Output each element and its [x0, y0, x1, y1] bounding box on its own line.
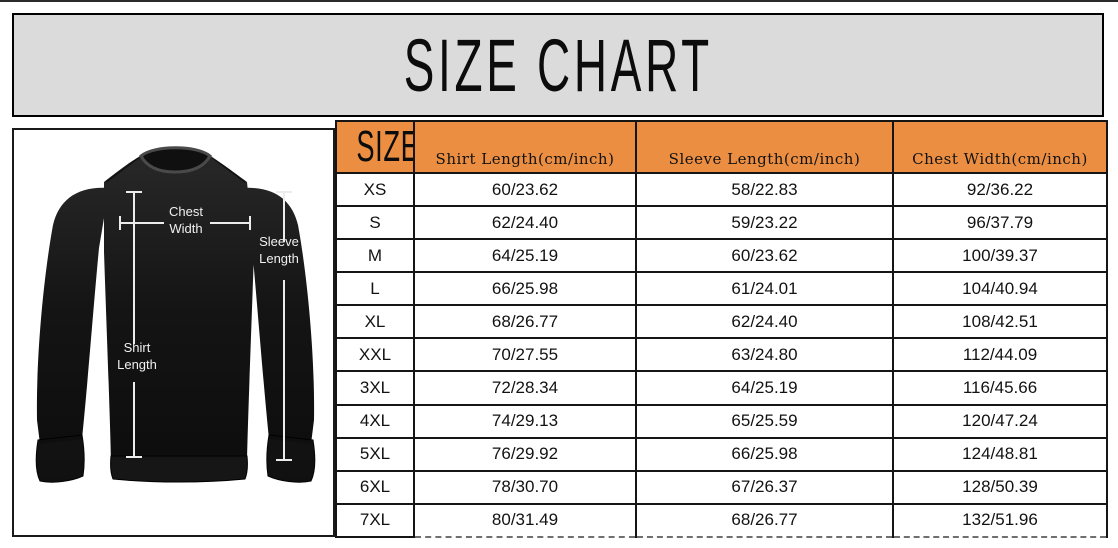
value-cell: 63/24.80 [635, 337, 894, 373]
table-row: XL 68/26.77 62/24.40 108/42.51 [335, 304, 1108, 340]
value-cell: 60/23.62 [635, 238, 894, 274]
size-cell: 5XL [335, 436, 415, 472]
value-cell: 68/26.77 [635, 502, 894, 539]
value-cell: 62/24.40 [635, 304, 894, 340]
value-cell: 65/25.59 [635, 403, 894, 439]
size-cell: S [335, 205, 415, 241]
header-size-label: SIZE [356, 122, 414, 171]
header-size: SIZE [335, 120, 415, 174]
garment-measurement-figure: Chest Width Sleeve Length Shirt Length [12, 128, 335, 537]
value-cell: 116/45.66 [892, 370, 1108, 406]
size-table-body: XS 60/23.62 58/22.83 92/36.22 S 62/24.40 59/23… [335, 171, 1108, 539]
value-cell: 62/24.40 [413, 205, 637, 241]
value-cell: 120/47.24 [892, 403, 1108, 439]
value-cell: 100/39.37 [892, 238, 1108, 274]
top-edge-line [0, 0, 1118, 2]
header-chest-width: Chest Width(cm/inch) [892, 120, 1108, 174]
value-cell: 66/25.98 [413, 271, 637, 307]
value-cell: 72/28.34 [413, 370, 637, 406]
value-cell: 66/25.98 [635, 436, 894, 472]
table-row: 3XL 72/28.34 64/25.19 116/45.66 [335, 370, 1108, 406]
size-cell: XS [335, 171, 415, 208]
size-cell: XL [335, 304, 415, 340]
table-row: 6XL 78/30.70 67/26.37 128/50.39 [335, 469, 1108, 505]
value-cell: 78/30.70 [413, 469, 637, 505]
value-cell: 112/44.09 [892, 337, 1108, 373]
size-cell: 4XL [335, 403, 415, 439]
value-cell: 132/51.96 [892, 502, 1108, 539]
table-row: XXL 70/27.55 63/24.80 112/44.09 [335, 337, 1108, 373]
value-cell: 92/36.22 [892, 171, 1108, 208]
size-chart-banner: SIZE CHART [12, 13, 1104, 117]
size-cell: L [335, 271, 415, 307]
table-row: XS 60/23.62 58/22.83 92/36.22 [335, 171, 1108, 208]
table-row: L 66/25.98 61/24.01 104/40.94 [335, 271, 1108, 307]
value-cell: 128/50.39 [892, 469, 1108, 505]
value-cell: 58/22.83 [635, 171, 894, 208]
value-cell: 68/26.77 [413, 304, 637, 340]
table-row: 5XL 76/29.92 66/25.98 124/48.81 [335, 436, 1108, 472]
value-cell: 64/25.19 [635, 370, 894, 406]
size-cell: 3XL [335, 370, 415, 406]
value-cell: 67/26.37 [635, 469, 894, 505]
table-row: 7XL 80/31.49 68/26.77 132/51.96 [335, 502, 1108, 539]
size-cell: M [335, 238, 415, 274]
value-cell: 108/42.51 [892, 304, 1108, 340]
shirt-length-label: Shirt Length [117, 340, 157, 372]
value-cell: 96/37.79 [892, 205, 1108, 241]
size-cell: XXL [335, 337, 415, 373]
value-cell: 61/24.01 [635, 271, 894, 307]
table-row: 4XL 74/29.13 65/25.59 120/47.24 [335, 403, 1108, 439]
value-cell: 70/27.55 [413, 337, 637, 373]
size-chart-table: SIZE Shirt Length(cm/inch) Sleeve Length… [335, 120, 1108, 539]
size-cell: 6XL [335, 469, 415, 505]
table-header-row: SIZE Shirt Length(cm/inch) Sleeve Length… [335, 120, 1108, 174]
value-cell: 104/40.94 [892, 271, 1108, 307]
value-cell: 74/29.13 [413, 403, 637, 439]
sleeve-length-label: Sleeve Length [259, 234, 299, 266]
table-row: S 62/24.40 59/23.22 96/37.79 [335, 205, 1108, 241]
page-title: SIZE CHART [403, 23, 713, 107]
size-cell: 7XL [335, 502, 415, 539]
header-shirt-length: Shirt Length(cm/inch) [413, 120, 637, 174]
table-row: M 64/25.19 60/23.62 100/39.37 [335, 238, 1108, 274]
value-cell: 80/31.49 [413, 502, 637, 539]
value-cell: 76/29.92 [413, 436, 637, 472]
measurement-lines [119, 191, 292, 461]
value-cell: 59/23.22 [635, 205, 894, 241]
chest-width-label: Chest Width [169, 204, 203, 236]
value-cell: 64/25.19 [413, 238, 637, 274]
value-cell: 124/48.81 [892, 436, 1108, 472]
value-cell: 60/23.62 [413, 171, 637, 208]
sweatshirt-illustration [35, 146, 316, 483]
header-sleeve-length: Sleeve Length(cm/inch) [635, 120, 894, 174]
